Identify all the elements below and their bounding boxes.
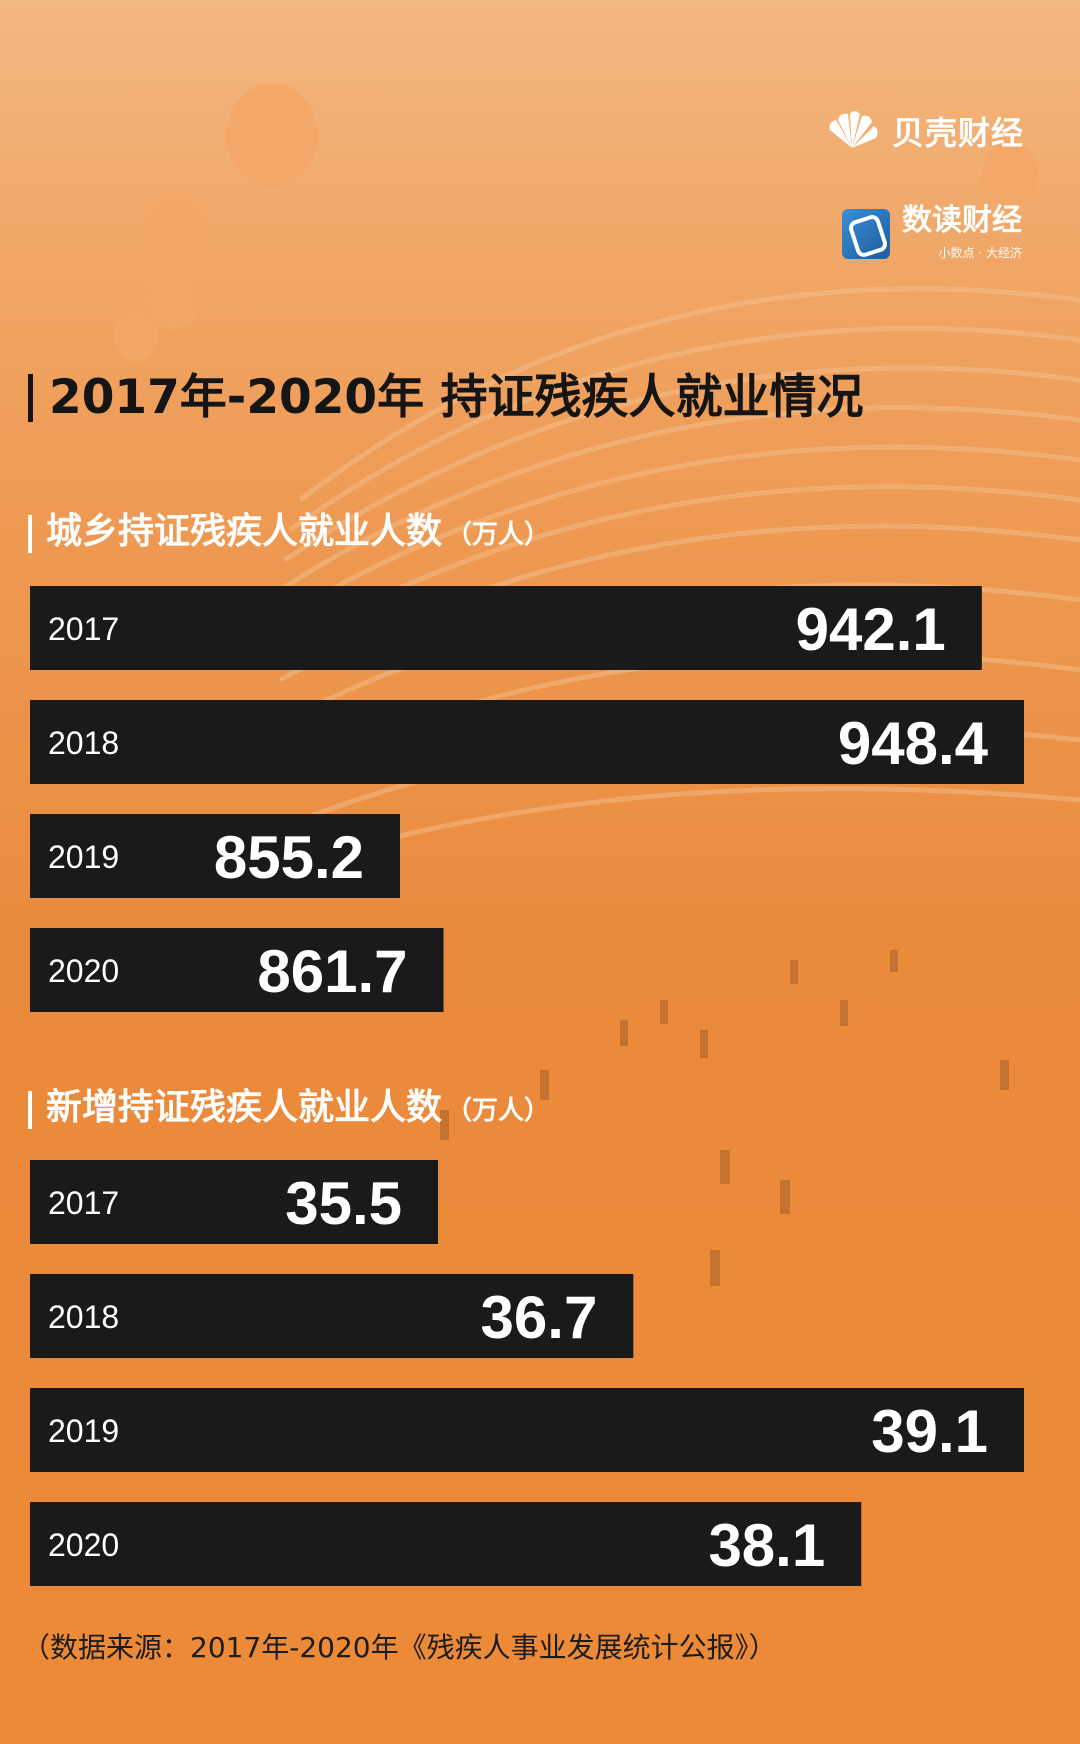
title-accent-bar <box>28 374 33 422</box>
chart1-value-label-2020: 861.7 <box>257 938 407 1005</box>
page-title: 2017年-2020年 持证残疾人就业情况 <box>28 370 864 426</box>
chart1-category-label-2019: 2019 <box>48 839 119 875</box>
data-source-note: （数据来源：2017年-2020年《残疾人事业发展统计公报》） <box>22 1631 777 1664</box>
page-title-text: 2017年-2020年 持证残疾人就业情况 <box>49 370 864 425</box>
chart1-category-label-2017: 2017 <box>48 611 119 647</box>
chart2-bar-2019 <box>30 1388 1024 1472</box>
chart2-bar-2018 <box>30 1274 634 1358</box>
chart2-category-label-2019: 2019 <box>48 1413 119 1449</box>
chart2-unit: （万人） <box>446 1096 551 1126</box>
shudu-logo-icon <box>842 208 890 259</box>
chart2-bar-2020 <box>30 1502 862 1586</box>
chart1-title: 城乡持证残疾人就业人数 （万人） <box>28 510 550 557</box>
chart2-value-label-2018: 36.7 <box>481 1284 598 1351</box>
chart1-title-text: 城乡持证残疾人就业人数 <box>46 511 443 552</box>
chart1-title-accent-bar <box>28 514 32 553</box>
chart2-title-accent-bar <box>28 1090 32 1129</box>
chart2-title: 新增持证残疾人就业人数 （万人） <box>28 1086 550 1133</box>
chart1-bar-2017 <box>30 586 982 670</box>
beike-finance-logo: 贝壳财经 <box>822 108 1024 154</box>
chart2-category-label-2018: 2018 <box>48 1299 119 1335</box>
chart1-value-label-2017: 942.1 <box>796 596 946 663</box>
chart1-category-label-2020: 2020 <box>48 953 119 989</box>
shudu-finance-logo: 数读财经 小数点 · 大经济 <box>842 206 1022 261</box>
chart2-category-label-2017: 2017 <box>48 1185 119 1221</box>
chart2-title-text: 新增持证残疾人就业人数 <box>46 1087 443 1128</box>
chart1-value-label-2019: 855.2 <box>214 824 364 891</box>
chart2-category-label-2020: 2020 <box>48 1527 119 1563</box>
chart1-unit: （万人） <box>446 520 551 550</box>
shudu-finance-slogan: 小数点 · 大经济 <box>938 246 1022 260</box>
chart1-category-label-2018: 2018 <box>48 725 119 761</box>
chart2-value-label-2019: 39.1 <box>871 1398 988 1465</box>
chart2-bar-2017 <box>30 1160 438 1244</box>
chart1-value-label-2018: 948.4 <box>838 710 989 777</box>
chart2-value-label-2020: 38.1 <box>708 1512 825 1579</box>
chart1-bar-2019 <box>30 814 400 898</box>
beike-finance-name: 贝壳财经 <box>891 114 1024 152</box>
chart2-value-label-2017: 35.5 <box>285 1170 402 1237</box>
shudu-finance-name: 数读财经 <box>902 203 1022 238</box>
chart1-bar-2018 <box>30 700 1024 784</box>
shell-logo-icon <box>829 111 878 148</box>
chart1-bar-2020 <box>30 928 444 1012</box>
